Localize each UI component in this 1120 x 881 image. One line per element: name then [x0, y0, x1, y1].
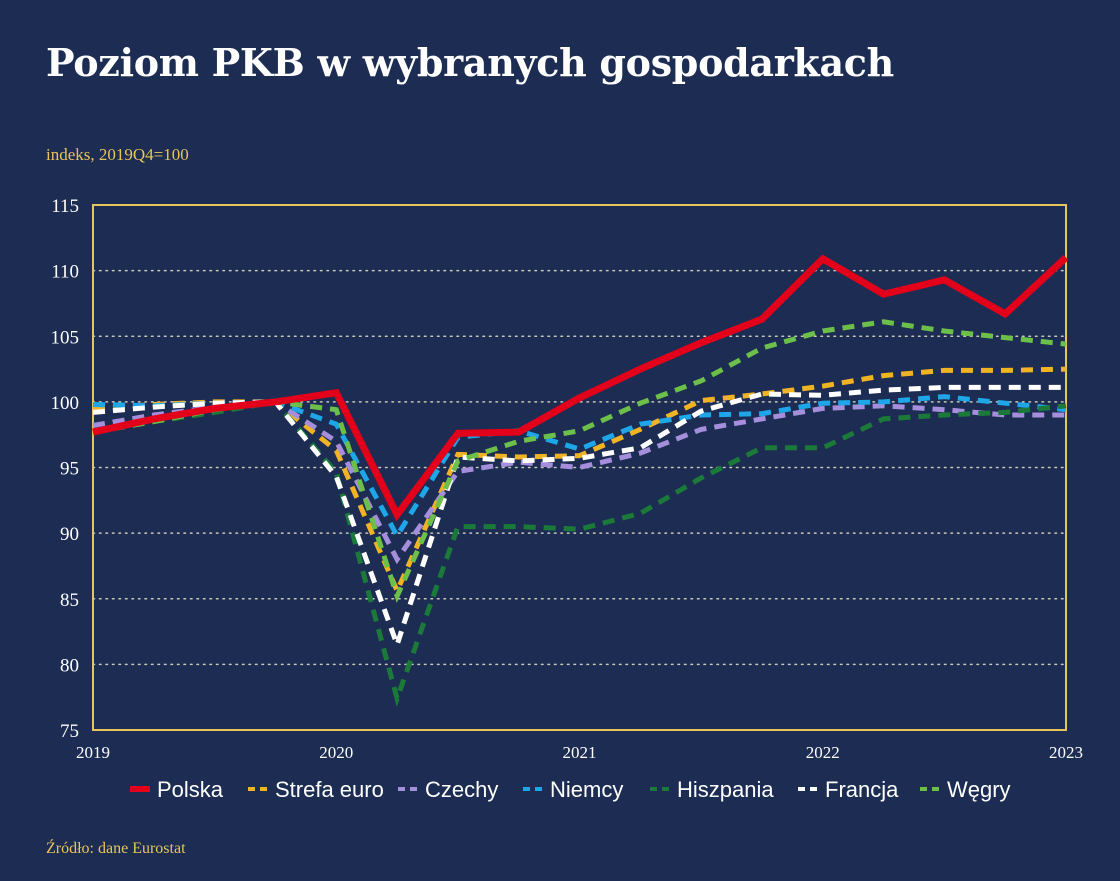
series-line-hiszpania [92, 399, 1067, 707]
legend-label-polska: Polska [157, 777, 224, 802]
y-tick-label: 80 [60, 655, 79, 676]
y-axis-ticks: 75 80 85 90 95 100 105 110 115 [51, 196, 80, 742]
x-axis-ticks: 2019 2020 2021 2022 2023 [76, 743, 1083, 762]
y-tick-label: 90 [60, 524, 79, 545]
y-tick-label: 85 [60, 590, 79, 611]
y-tick-label: 110 [51, 262, 79, 283]
series-line-francja [92, 384, 1066, 653]
y-tick-label: 105 [51, 327, 80, 348]
legend-label-francja: Francja [825, 777, 899, 802]
x-tick-label: 2023 [1049, 743, 1083, 762]
x-tick-label: 2019 [76, 743, 110, 762]
x-tick-label: 2021 [563, 743, 597, 762]
legend-label-strefa-euro: Strefa euro [275, 777, 384, 802]
plot-frame [92, 204, 1067, 731]
x-tick-label: 2022 [806, 743, 840, 762]
grid-lines [92, 269, 1067, 666]
x-tick-label: 2020 [319, 743, 353, 762]
source-note: Źródło: dane Eurostat [46, 840, 186, 857]
y-tick-label: 95 [60, 459, 79, 480]
legend-label-hiszpania: Hiszpania [677, 777, 774, 802]
series-line-czechy [92, 399, 1066, 565]
legend-label-czechy: Czechy [425, 777, 498, 802]
y-axis-unit-label: indeks, 2019Q4=100 [46, 145, 189, 164]
series-lines [92, 254, 1069, 707]
series-line-polska [92, 254, 1069, 522]
chart-title: Poziom PKB w wybranych gospodarkach [46, 40, 894, 85]
legend-label-niemcy: Niemcy [550, 777, 623, 802]
series-line-węgry [92, 319, 1067, 604]
legend: Polska Strefa euro Czechy Niemcy Hiszpania Fr… [130, 777, 1011, 802]
y-tick-label: 115 [51, 196, 79, 217]
y-tick-label: 75 [60, 721, 79, 742]
legend-label-węgry: Węgry [947, 777, 1011, 802]
y-tick-label: 100 [51, 393, 80, 414]
